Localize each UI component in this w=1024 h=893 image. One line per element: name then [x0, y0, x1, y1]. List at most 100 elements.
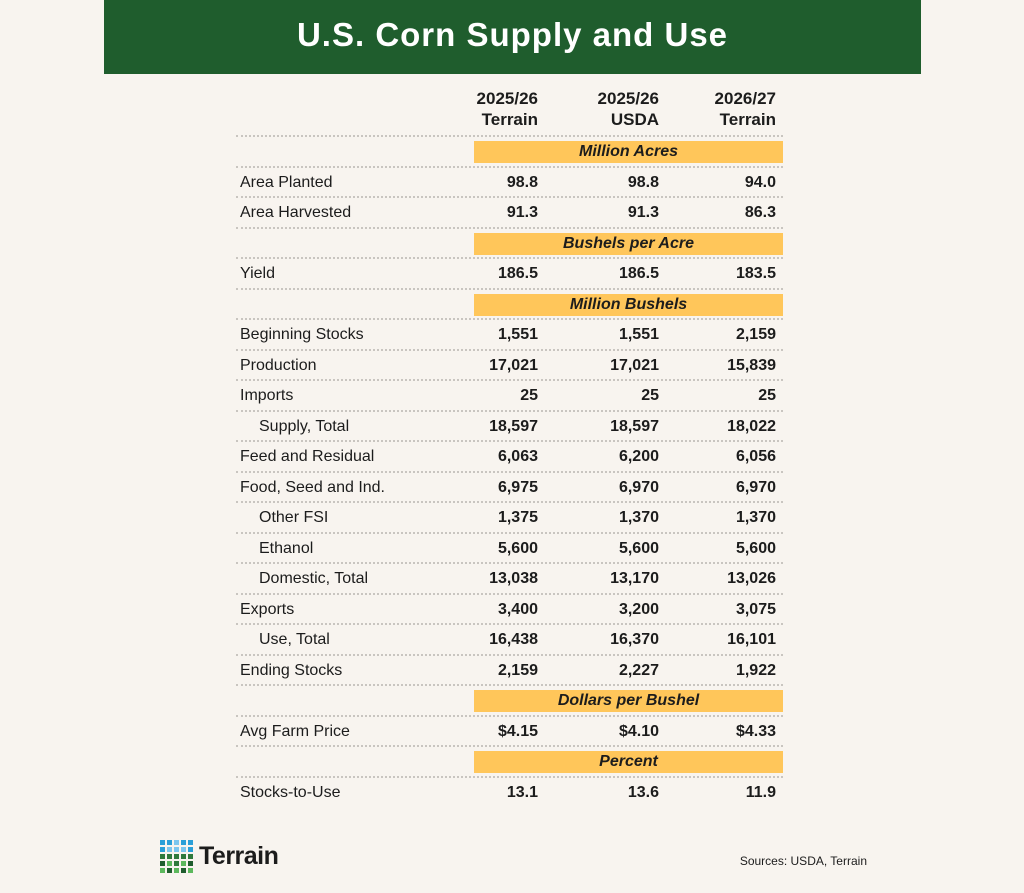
table-cell: 6,970: [735, 478, 776, 496]
table-cell: 1,375: [497, 509, 538, 526]
table-cell: 13.1: [506, 783, 538, 801]
table-cell: 183.5: [735, 265, 776, 282]
terrain-logo: Terrain: [160, 840, 279, 873]
table-cell: 2,159: [735, 326, 776, 343]
table-cell: 5,600: [735, 539, 776, 557]
logo-dot: [167, 854, 172, 859]
column-header-source: Terrain: [719, 110, 776, 129]
row-label: Ending Stocks: [240, 661, 343, 679]
logo-dot: [160, 847, 165, 852]
section-label: Million Bushels: [474, 293, 783, 316]
table-cell: 11.9: [745, 783, 776, 801]
logo-dot: [160, 868, 165, 873]
logo-dot: [188, 868, 193, 873]
logo-dot: [181, 840, 186, 845]
logo-dot: [174, 854, 179, 859]
row-label: Use, Total: [259, 631, 330, 648]
table-row: Supply, Total 18,597 18,597 18,022: [236, 409, 783, 441]
row-label: Area Harvested: [240, 204, 352, 221]
column-header-source: Terrain: [481, 110, 538, 129]
table-cell: 1,370: [735, 509, 776, 526]
row-label: Production: [240, 356, 317, 374]
table-cell: 98.8: [627, 173, 659, 191]
table-cell: 18,022: [727, 417, 776, 435]
table-row: Exports 3,400 3,200 3,075: [236, 592, 783, 624]
logo-text: Terrain: [199, 842, 279, 870]
page-title: U.S. Corn Supply and Use: [104, 0, 921, 74]
table-cell: 186.5: [618, 265, 659, 282]
table-cell: 3,200: [618, 600, 659, 618]
section-row: Dollars per Bushel: [236, 684, 783, 715]
logo-dot: [181, 861, 186, 866]
row-label: Stocks-to-Use: [240, 783, 341, 801]
table-cell: 13,170: [610, 570, 659, 587]
table-cell: $4.10: [618, 722, 659, 740]
table-cell: 17,021: [610, 356, 659, 374]
logo-dot: [181, 868, 186, 873]
column-headers: 2025/26 Terrain 2025/26 USDA 2026/27 Terrain: [236, 88, 783, 132]
section-label: Dollars per Bushel: [474, 690, 783, 712]
table-row: Use, Total 16,438 16,370 16,101: [236, 623, 783, 654]
table-cell: 1,551: [497, 326, 538, 343]
table-cell: 2,227: [618, 661, 659, 679]
section-label: Million Acres: [474, 141, 783, 163]
logo-dot: [174, 847, 179, 852]
table-row: Domestic, Total 13,038 13,170 13,026: [236, 562, 783, 593]
table-cell: 25: [758, 387, 776, 404]
column-header: 2025/26 Terrain: [428, 88, 538, 130]
table-cell: 6,970: [618, 478, 659, 496]
section-row: Million Acres: [236, 135, 783, 166]
row-label: Area Planted: [240, 173, 333, 191]
table-row: Feed and Residual 6,063 6,200 6,056: [236, 440, 783, 471]
table-row: Other FSI 1,375 1,370 1,370: [236, 501, 783, 532]
table-cell: 1,922: [735, 661, 776, 679]
column-header-year: 2026/27: [714, 89, 776, 108]
table-cell: 6,975: [497, 478, 538, 496]
table-cell: 98.8: [506, 173, 538, 191]
table-cell: 3,400: [497, 600, 538, 618]
column-header-year: 2025/26: [597, 89, 659, 108]
logo-dot: [188, 861, 193, 866]
row-label: Beginning Stocks: [240, 326, 364, 343]
row-label: Ethanol: [259, 539, 314, 557]
table-row: Ending Stocks 2,159 2,227 1,922: [236, 653, 783, 685]
row-label: Feed and Residual: [240, 448, 375, 465]
section-label: Percent: [474, 751, 783, 773]
table-cell: 186.5: [497, 265, 538, 282]
logo-dot: [188, 854, 193, 859]
table-cell: 91.3: [627, 204, 659, 221]
table-cell: $4.15: [497, 722, 538, 740]
column-header: 2026/27 Terrain: [666, 88, 776, 130]
logo-dot: [160, 840, 165, 845]
section-row: Percent: [236, 745, 783, 776]
logo-dot: [160, 854, 165, 859]
row-label: Imports: [240, 387, 294, 404]
table-cell: 94.0: [744, 173, 776, 191]
row-label: Yield: [240, 265, 275, 282]
logo-grid-icon: [160, 840, 193, 873]
table-row: Stocks-to-Use 13.1 13.6 11.9: [236, 775, 783, 807]
logo-dot: [181, 847, 186, 852]
table-cell: 91.3: [506, 204, 538, 221]
logo-dot: [167, 868, 172, 873]
column-header: 2025/26 USDA: [549, 88, 659, 130]
table-cell: 5,600: [497, 539, 538, 557]
table-row: Ethanol 5,600 5,600 5,600: [236, 531, 783, 563]
table-row: Yield 186.5 186.5 183.5: [236, 257, 783, 288]
table-row: Imports 25 25 25: [236, 379, 783, 410]
row-label: Avg Farm Price: [240, 722, 350, 740]
table-cell: 13,038: [489, 570, 538, 587]
logo-dot: [167, 861, 172, 866]
table-cell: 25: [520, 387, 538, 404]
table-cell: 16,370: [610, 631, 659, 648]
table-cell: 6,200: [618, 448, 659, 465]
table-cell: 15,839: [727, 356, 776, 374]
table-cell: 5,600: [618, 539, 659, 557]
table-cell: 3,075: [735, 600, 776, 618]
table-cell: $4.33: [735, 722, 776, 740]
table-cell: 86.3: [744, 204, 776, 221]
row-label: Food, Seed and Ind.: [240, 478, 385, 496]
table-cell: 13.6: [627, 783, 659, 801]
table-cell: 18,597: [610, 417, 659, 435]
logo-dot: [174, 840, 179, 845]
